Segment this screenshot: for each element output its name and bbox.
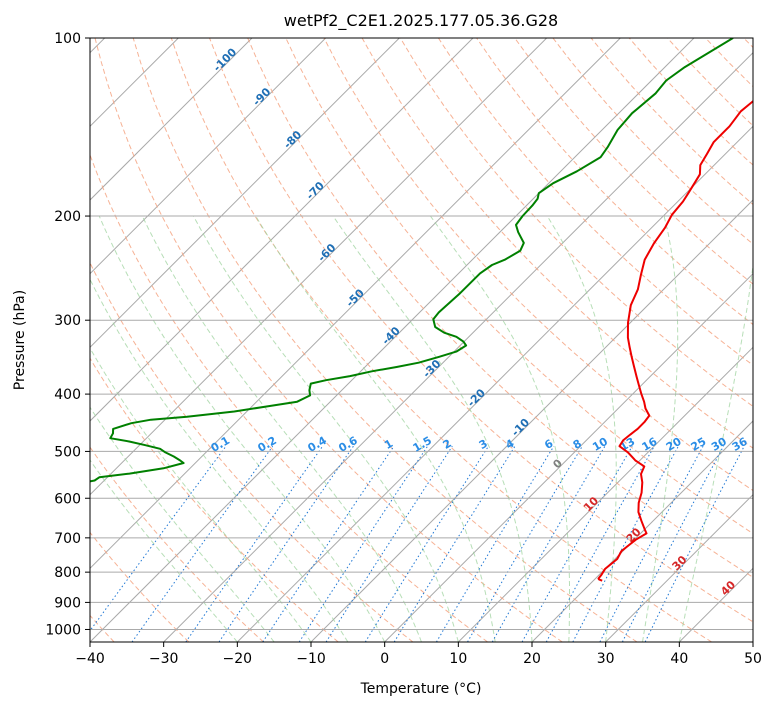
- mixing-ratio-line: [621, 445, 724, 642]
- dry-adiabat-line: [247, 38, 753, 578]
- isotherm-line: [236, 125, 753, 642]
- dry-adiabat-line: [90, 446, 264, 642]
- mixing-ratio-line: [545, 445, 655, 642]
- x-tick-label: −10: [296, 651, 326, 667]
- y-axis-ticks: 100 200 300 400 500 600 700 800 900 1000: [45, 31, 90, 638]
- mixing-ratio-line: [435, 445, 555, 642]
- x-tick-label: −20: [223, 651, 253, 667]
- x-tick-label: 20: [523, 651, 541, 667]
- mixing-ratio-line: [393, 445, 516, 642]
- y-tick-label: 600: [54, 491, 81, 507]
- y-tick-label: 700: [54, 531, 81, 547]
- x-tick-label: 30: [597, 651, 615, 667]
- y-tick-label: 900: [54, 595, 81, 611]
- mixing-ratio-line: [325, 445, 453, 642]
- moist-adiabat-line: [642, 215, 679, 642]
- mixing-ratio-line: [218, 445, 354, 642]
- isotherm-line: [163, 51, 753, 642]
- moist-adiabat-line: [678, 261, 753, 642]
- isotherm-line: [752, 641, 753, 642]
- y-tick-label: 200: [54, 209, 81, 225]
- dry-adiabat-line: [514, 38, 753, 285]
- mixing-ratio-line: [131, 445, 274, 642]
- background-lines: [90, 38, 753, 642]
- dry-adiabat-line: [90, 261, 414, 642]
- moist-adiabat-line: [192, 215, 459, 642]
- x-tick-label: 40: [670, 651, 688, 667]
- moist-adiabat-line: [255, 215, 496, 642]
- x-tick-label: 10: [449, 651, 467, 667]
- dry-adiabat-line: [170, 38, 712, 642]
- dry-adiabat-line: [437, 38, 753, 366]
- dry-adiabat-line: [399, 38, 753, 408]
- mixing-ratio-line: [298, 445, 429, 642]
- pressure-gridlines: [90, 38, 753, 630]
- temperature-profile-line: [597, 99, 753, 582]
- moist-adiabat-line: [141, 215, 422, 642]
- dry-adiabat-line: [323, 38, 753, 492]
- dry-adiabat-line: [90, 531, 190, 642]
- profiles: [90, 38, 753, 582]
- chart-title: wetPf2_C2E1.2025.177.05.36.G28: [284, 11, 558, 31]
- isotherm-line: [90, 38, 621, 570]
- dry-adiabat-line: [209, 38, 753, 623]
- mixing-ratio-line: [262, 445, 395, 642]
- isotherm-line: [90, 38, 474, 422]
- plot-frame: [89, 37, 754, 643]
- y-tick-label: 1000: [45, 622, 81, 638]
- plot-background: [90, 38, 753, 642]
- x-tick-label: −40: [75, 651, 105, 667]
- isotherm-line: [457, 346, 753, 642]
- mixing-ratio-line: [644, 445, 745, 642]
- mixing-ratio-line: [364, 445, 489, 642]
- isotherm-line: [90, 38, 400, 349]
- isotherm-line: [90, 38, 548, 496]
- x-tick-label: −30: [149, 651, 179, 667]
- mixing-ratio-line: [521, 445, 633, 642]
- dry-adiabat-line: [90, 357, 339, 642]
- dewpoint-profile-line: [90, 38, 734, 483]
- mixing-ratio-line: [185, 445, 324, 642]
- x-tick-label: 50: [744, 651, 762, 667]
- y-axis-label: Pressure (hPa): [12, 290, 28, 390]
- y-tick-label: 500: [54, 444, 81, 460]
- y-tick-label: 100: [54, 31, 81, 47]
- isotherm-line: [605, 493, 753, 642]
- isotherm-line: [384, 272, 753, 642]
- isotherm-line: [90, 38, 327, 275]
- moist-adiabat-line: [90, 459, 238, 642]
- dry-adiabat-line: [132, 38, 638, 642]
- moist-adiabat-line: [90, 347, 312, 642]
- dry-adiabat-line: [94, 38, 563, 642]
- moist-adiabat-line: [546, 215, 617, 642]
- x-axis-ticks: −40 −30 −20 −10 0 10 20 30 40 50: [75, 642, 762, 667]
- moist-adiabat-line: [98, 215, 386, 642]
- y-tick-label: 300: [54, 313, 81, 329]
- isotherm-line: [90, 38, 253, 201]
- x-axis-label: Temperature (°C): [360, 681, 482, 697]
- dry-adiabat-line: [90, 153, 488, 642]
- x-tick-label: 0: [380, 651, 389, 667]
- y-tick-label: 400: [54, 387, 81, 403]
- y-tick-label: 800: [54, 565, 81, 581]
